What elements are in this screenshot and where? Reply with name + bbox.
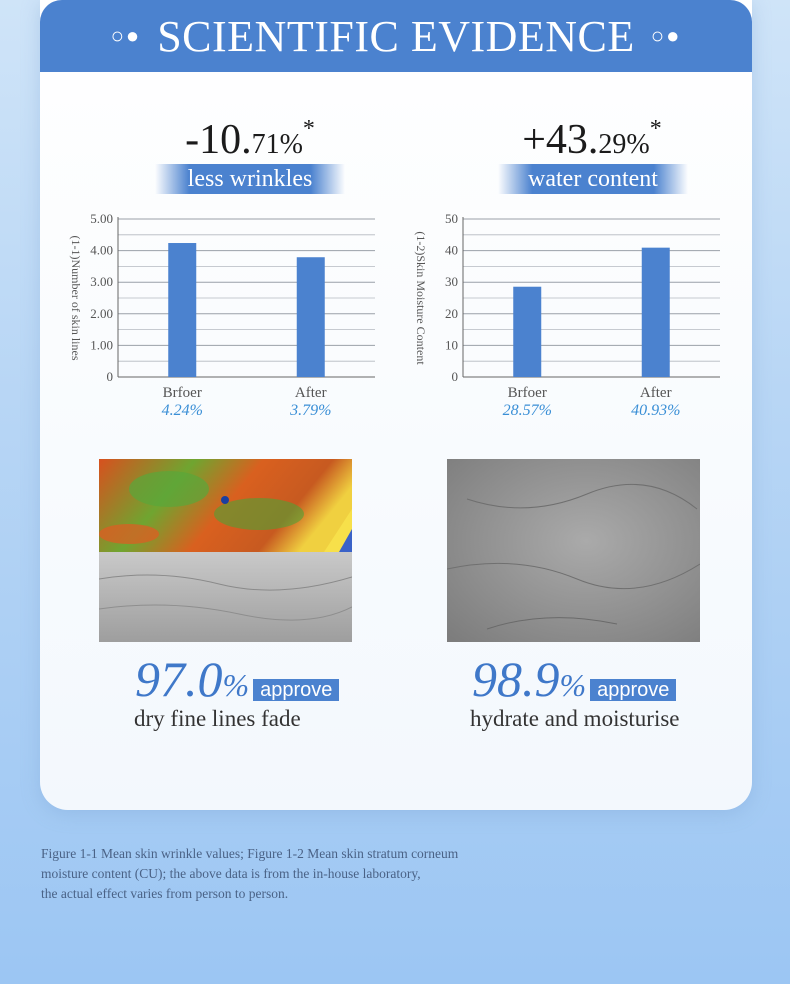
wrinkle-approval-unit: % <box>222 667 250 703</box>
water-stat-value-minor: 29% <box>598 129 650 160</box>
bar-after <box>641 247 670 377</box>
wrinkle-stat: -10.71%* <box>150 116 350 164</box>
y-axis-label: (1-1)Number of skin lines <box>69 236 83 361</box>
water-stat: +43.29%* <box>492 116 692 164</box>
moisture-bar-chart: (1-2)Skin Moisture Content 0 10 20 30 40 50 Brf… <box>414 211 720 419</box>
moisture-approval-value: 98.9 <box>472 651 560 707</box>
y-tick-label: 0 <box>452 369 459 384</box>
wrinkle-scan-image <box>99 459 352 642</box>
water-stat-asterisk: * <box>649 116 662 142</box>
decoration-dots-left: ○● <box>110 23 142 48</box>
y-tick-label: 2.00 <box>90 306 113 321</box>
wrinkle-approve-badge: approve <box>253 679 340 701</box>
x-tick-label: After <box>295 385 327 401</box>
footnote-line: moisture content (CU); the above data is… <box>41 866 421 881</box>
bar-brfoer <box>168 243 197 377</box>
y-tick-label: 0 <box>107 369 114 384</box>
bar-value-label: 3.79% <box>289 402 331 419</box>
footnote: Figure 1-1 Mean skin wrinkle values; Fig… <box>41 844 541 904</box>
content-card <box>40 0 752 810</box>
wrinkle-bar-chart: (1-1)Number of skin lines 0 1.00 2.00 3.00 4.… <box>69 211 375 419</box>
y-tick-label: 5.00 <box>90 211 113 226</box>
moisture-approval: 98.9% approve <box>472 650 677 708</box>
bar-value-label: 40.93% <box>631 402 680 419</box>
y-tick-label: 1.00 <box>90 337 113 352</box>
wrinkle-stat-asterisk: * <box>302 116 315 142</box>
moisture-approval-unit: % <box>559 667 587 703</box>
wrinkle-stat-value-major: -10. <box>185 117 252 163</box>
y-tick-label: 10 <box>445 337 458 352</box>
bar-brfoer <box>513 286 542 377</box>
y-tick-label: 20 <box>445 306 458 321</box>
bar-after <box>296 257 325 377</box>
y-tick-label: 3.00 <box>90 274 113 289</box>
moisture-scan-image <box>447 459 700 642</box>
y-tick-label: 40 <box>445 243 458 258</box>
wrinkle-approval: 97.0% approve <box>135 650 340 708</box>
y-tick-label: 50 <box>445 211 458 226</box>
bar-value-label: 4.24% <box>162 402 203 419</box>
footnote-line: the actual effect varies from person to … <box>41 886 289 901</box>
decoration-dots-right: ○● <box>650 23 682 48</box>
water-stat-label: water content <box>498 164 688 194</box>
x-tick-label: Brfoer <box>163 385 202 401</box>
x-tick-label: Brfoer <box>508 385 547 401</box>
page-title: SCIENTIFIC EVIDENCE <box>157 11 635 61</box>
y-tick-label: 30 <box>445 274 458 289</box>
wrinkle-stat-value-minor: 71% <box>251 129 303 160</box>
bar-value-label: 28.57% <box>503 402 552 419</box>
x-tick-label: After <box>640 385 672 401</box>
y-tick-label: 4.00 <box>90 243 113 258</box>
moisture-caption: hydrate and moisturise <box>470 706 680 731</box>
wrinkle-approval-value: 97.0 <box>135 651 223 707</box>
wrinkle-stat-label: less wrinkles <box>155 164 345 194</box>
wrinkle-caption: dry fine lines fade <box>134 706 301 731</box>
y-axis-label: (1-2)Skin Moisture Content <box>414 231 428 365</box>
moisture-approve-badge: approve <box>590 679 677 701</box>
title-banner: ○● SCIENTIFIC EVIDENCE ○● <box>40 0 752 72</box>
footnote-line: Figure 1-1 Mean skin wrinkle values; Fig… <box>41 846 459 861</box>
water-stat-value-major: +43. <box>522 117 599 163</box>
